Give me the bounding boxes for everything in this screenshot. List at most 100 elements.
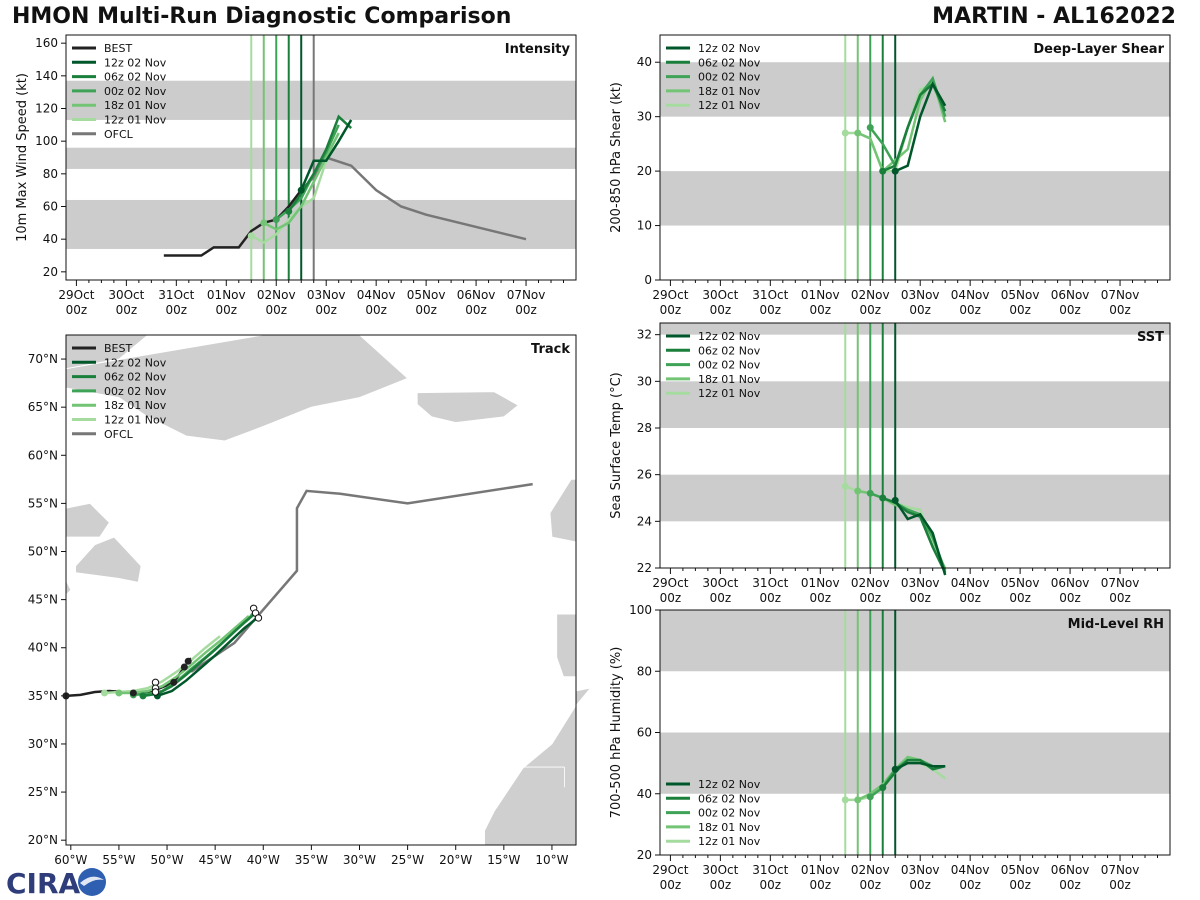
legend-label-12z-02-nov: 12z 02 Nov — [104, 356, 167, 369]
series-point-00z-02-nov — [866, 489, 874, 497]
iberia-land — [556, 613, 577, 678]
x-tick-label-date: 06Nov — [1051, 863, 1090, 877]
plot-frame — [659, 322, 1171, 569]
series-point-18z-01-nov — [854, 796, 862, 804]
y-tick-label: 24 — [637, 514, 652, 528]
lat-tick-label: 40°N — [28, 641, 58, 655]
x-tick-label-hour: 00z — [710, 878, 732, 892]
legend-label-12z-01-nov: 12z 01 Nov — [104, 414, 167, 427]
x-tick-label-date: 29Oct — [58, 288, 94, 302]
lat-tick-label: 60°N — [28, 448, 58, 462]
x-tick-label-date: 01Nov — [801, 863, 840, 877]
x-tick-label-hour: 00z — [1109, 303, 1131, 317]
x-tick-label-date: 06Nov — [457, 288, 496, 302]
x-tick-label-hour: 00z — [1059, 878, 1081, 892]
series-point-12z-01-nov — [841, 796, 849, 804]
series-point-00z-02-nov — [866, 793, 874, 801]
series-point-18z-01-nov — [854, 487, 862, 495]
track-line-ofcl — [190, 482, 533, 673]
x-tick-label-hour: 00z — [1009, 878, 1031, 892]
x-tick-label-date: 07Nov — [1101, 863, 1140, 877]
legend-label-00z-02-nov: 00z 02 Nov — [698, 359, 761, 372]
labrador-land — [65, 502, 110, 538]
y-tick-label: 20 — [43, 265, 58, 279]
series-point-18z-01-nov — [854, 129, 862, 137]
track-point-18z-01-nov — [115, 689, 123, 697]
y-tick-label: 60 — [637, 726, 652, 740]
y-tick-label: 100 — [35, 134, 58, 148]
x-tick-label-hour: 00z — [859, 303, 881, 317]
track-line-18z-01-nov — [118, 615, 250, 695]
lat-tick-label: 50°N — [28, 545, 58, 559]
series-point-18z-01-nov — [260, 219, 268, 227]
legend-label-12z-02-nov: 12z 02 Nov — [698, 42, 761, 55]
x-tick-label-date: 02Nov — [851, 288, 890, 302]
legend-label-12z-01-nov: 12z 01 Nov — [698, 99, 761, 112]
legend-label-18z-01-nov: 18z 01 Nov — [698, 85, 761, 98]
y-tick-label: 120 — [35, 102, 58, 116]
x-tick-label-hour: 00z — [660, 878, 682, 892]
lat-tick-label: 65°N — [28, 400, 58, 414]
x-tick-label-date: 30Oct — [702, 863, 738, 877]
track-line-12z-01-nov — [104, 635, 221, 695]
figure-title: HMON Multi-Run Diagnostic Comparison — [12, 4, 512, 29]
y-tick-label: 30 — [637, 110, 652, 124]
x-tick-label-date: 05Nov — [1001, 576, 1040, 590]
y-axis-label: Sea Surface Temp (°C) — [609, 372, 624, 519]
x-tick-label-date: 03Nov — [307, 288, 346, 302]
shaded-band-1 — [660, 381, 1170, 428]
panel-title: Intensity — [505, 42, 571, 57]
cira-logo-text: CIRA — [6, 867, 81, 898]
y-tick-label: 10 — [637, 219, 652, 233]
nova-scotia-land — [65, 580, 72, 596]
x-tick-label-date: 07Nov — [507, 288, 546, 302]
x-tick-label-hour: 00z — [1059, 303, 1081, 317]
x-tick-label-date: 01Nov — [801, 288, 840, 302]
series-line-ofcl — [300, 156, 527, 241]
lat-tick-label: 35°N — [28, 689, 58, 703]
x-tick-label-hour: 00z — [365, 303, 387, 317]
plot-frame — [659, 34, 1171, 281]
map-frame — [65, 334, 577, 846]
shaded-band-2 — [66, 80, 576, 120]
x-tick-label-date: 29Oct — [652, 863, 688, 877]
series-point-12z-02-nov — [891, 765, 899, 773]
series-point-06z-02-nov — [879, 784, 887, 792]
x-tick-label-date: 31Oct — [752, 288, 788, 302]
legend-label-ofcl: OFCL — [104, 428, 134, 441]
lon-tick-label: 20°W — [439, 853, 472, 867]
x-tick-label-hour: 00z — [1059, 591, 1081, 605]
legend-label-06z-02-nov: 06z 02 Nov — [698, 792, 761, 805]
panel-title: Mid-Level RH — [1068, 617, 1164, 632]
y-axis-label: 200-850 hPa Shear (kt) — [609, 82, 624, 233]
legend-label-ofcl: OFCL — [104, 128, 134, 141]
y-tick-label: 26 — [637, 468, 652, 482]
x-tick-label-hour: 00z — [66, 303, 88, 317]
x-tick-label-date: 30Oct — [702, 576, 738, 590]
x-tick-label-date: 03Nov — [901, 288, 940, 302]
x-tick-label-hour: 00z — [116, 303, 138, 317]
x-tick-label-hour: 00z — [660, 303, 682, 317]
lat-tick-label: 55°N — [28, 496, 58, 510]
series-line-best — [163, 189, 303, 257]
x-tick-label-hour: 00z — [215, 303, 237, 317]
plot-frame — [65, 34, 577, 281]
x-tick-label-date: 01Nov — [801, 576, 840, 590]
legend-label-06z-02-nov: 06z 02 Nov — [698, 56, 761, 69]
x-tick-label-date: 30Oct — [108, 288, 144, 302]
shaded-band-0 — [660, 171, 1170, 226]
track-point-best — [129, 689, 137, 697]
legend-label-best: BEST — [104, 42, 132, 55]
legend-label-12z-02-nov: 12z 02 Nov — [698, 778, 761, 791]
shaded-band-1 — [660, 610, 1170, 672]
series-line-12z-02-nov — [300, 119, 353, 191]
x-tick-label-date: 02Nov — [851, 863, 890, 877]
series-point-12z-02-nov — [891, 496, 899, 504]
sst-chart: 29Oct00z30Oct00z31Oct00z01Nov00z02Nov00z… — [609, 322, 1171, 605]
x-tick-label-date: 07Nov — [1101, 576, 1140, 590]
lon-tick-label: 25°W — [391, 853, 424, 867]
lat-tick-label: 20°N — [28, 833, 58, 847]
x-tick-label-date: 31Oct — [752, 863, 788, 877]
